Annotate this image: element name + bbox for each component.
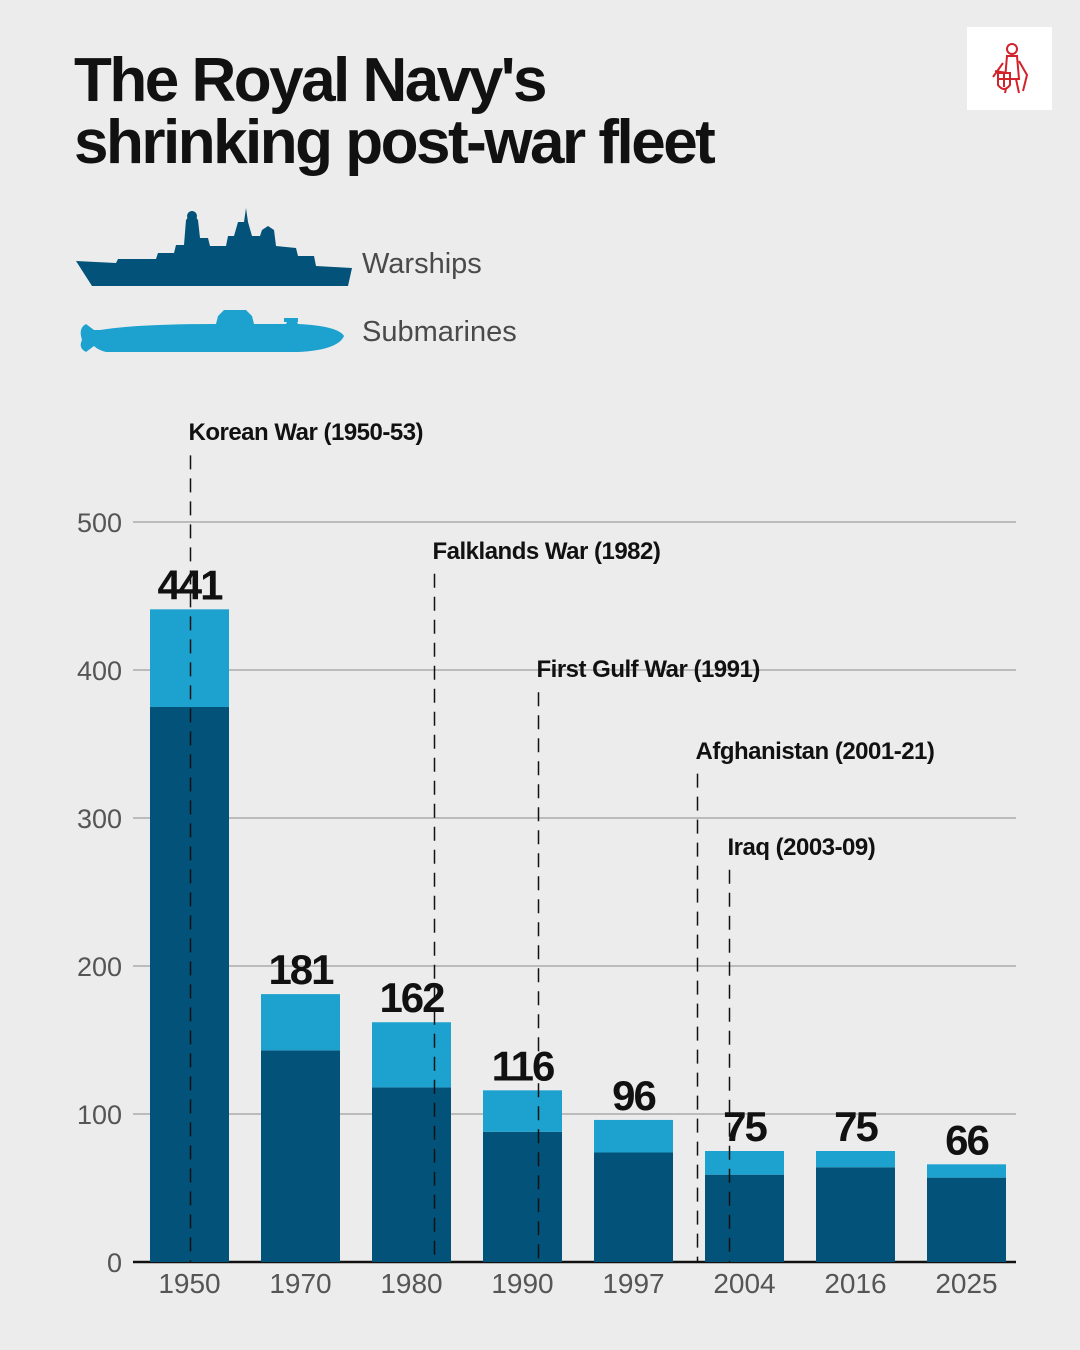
y-tick-label: 300 <box>77 804 122 834</box>
bar-submarines-1990 <box>483 1090 562 1132</box>
bar-warships-1990 <box>483 1131 562 1262</box>
bars <box>150 609 1006 1262</box>
y-tick-label: 100 <box>77 1100 122 1130</box>
x-tick-label-1990: 1990 <box>491 1268 553 1299</box>
x-tick-label-1980: 1980 <box>380 1268 442 1299</box>
total-label-2016: 75 <box>834 1103 878 1150</box>
title-line-1: The Royal Navy's <box>74 46 547 115</box>
bar-submarines-2016 <box>816 1151 895 1168</box>
total-label-1980: 162 <box>379 974 444 1021</box>
x-tick-label-1970: 1970 <box>269 1268 331 1299</box>
y-tick-label: 400 <box>77 656 122 686</box>
x-tick-label-1997: 1997 <box>602 1268 664 1299</box>
legend-submarines-label: Submarines <box>362 316 517 348</box>
labels: 0 100 200 300 400 500 441 1950 181 1970 162 1980 116… <box>77 508 998 1299</box>
bar-warships-1980 <box>372 1087 451 1262</box>
submarine-icon <box>80 310 345 352</box>
annotation-label-2003: Iraq (2003-09) <box>727 833 876 861</box>
total-label-1970: 181 <box>268 946 334 993</box>
warship-icon <box>76 208 352 286</box>
legend-warships-label: Warships <box>362 248 482 280</box>
bar-submarines-2004 <box>705 1151 784 1175</box>
annotation-label-1991: First Gulf War (1991) <box>536 656 761 684</box>
bar-warships-2004 <box>705 1174 784 1262</box>
bar-submarines-2025 <box>927 1164 1006 1178</box>
bar-submarines-1980 <box>372 1022 451 1088</box>
x-tick-label-2025: 2025 <box>935 1268 997 1299</box>
x-tick-label-2004: 2004 <box>713 1268 775 1299</box>
x-tick-label-2016: 2016 <box>824 1268 886 1299</box>
bar-submarines-1970 <box>261 994 340 1051</box>
x-tick-label-1950: 1950 <box>158 1268 220 1299</box>
annotation-label-1950: Korean War (1950-53) <box>188 419 424 447</box>
bar-submarines-1997 <box>594 1119 673 1153</box>
bar-submarines-1950 <box>150 609 229 707</box>
bar-warships-2016 <box>816 1167 895 1262</box>
total-label-2004: 75 <box>723 1103 767 1150</box>
total-label-1997: 96 <box>612 1072 655 1119</box>
bar-warships-1970 <box>261 1050 340 1262</box>
crusader-shield-logo <box>967 27 1052 110</box>
y-tick-label: 500 <box>77 508 122 538</box>
title-line-2: shrinking post-war fleet <box>74 108 716 177</box>
total-label-1990: 116 <box>492 1042 554 1089</box>
annotation-lines-front <box>189 455 731 1262</box>
annotation-label-1982: Falklands War (1982) <box>432 537 661 565</box>
total-label-2025: 66 <box>945 1116 988 1163</box>
page-title: The Royal Navy's shrinking post-war flee… <box>74 46 716 177</box>
y-tick-label: 0 <box>107 1248 122 1278</box>
y-tick-label: 200 <box>77 952 122 982</box>
annotation-label-2001: Afghanistan (2001-21) <box>695 737 935 765</box>
bar-warships-2025 <box>927 1177 1006 1262</box>
bar-warships-1997 <box>594 1152 673 1262</box>
total-label-1950: 441 <box>157 561 223 608</box>
bar-warships-1950 <box>150 707 229 1262</box>
crusader-icon <box>992 43 1029 94</box>
